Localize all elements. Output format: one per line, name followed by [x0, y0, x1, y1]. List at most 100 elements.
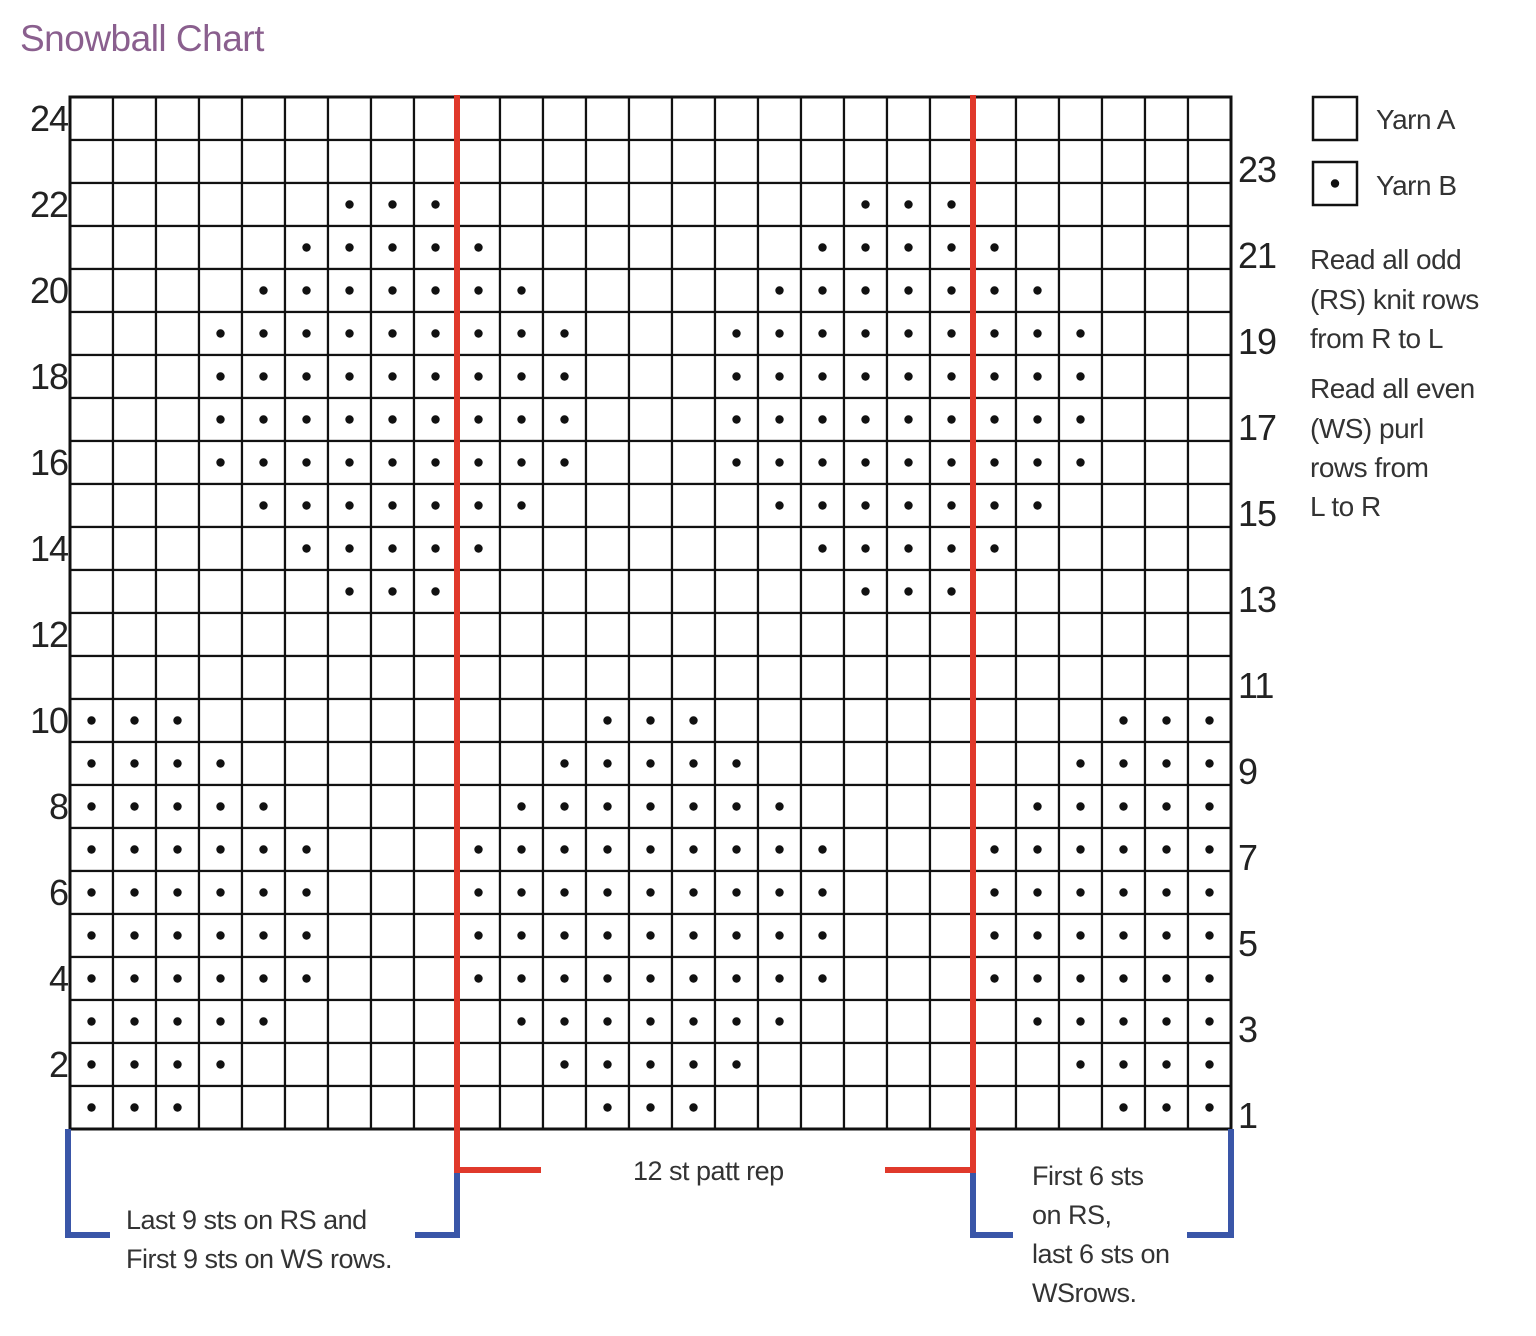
cell-yarn-a: [885, 826, 932, 873]
yarn-b-dot: [603, 845, 612, 854]
cell-yarn-a: [1057, 95, 1104, 142]
cell-yarn-a: [1100, 353, 1147, 400]
yarn-b-dot: [732, 1017, 741, 1026]
cell-yarn-a: [541, 482, 588, 529]
yarn-b-dot: [1162, 759, 1171, 768]
yarn-b-dot: [861, 243, 870, 252]
cell-yarn-a: [885, 138, 932, 185]
row-label-right: 17: [1238, 406, 1277, 448]
cell-yarn-a: [1057, 611, 1104, 658]
cell-yarn-a: [928, 998, 975, 1045]
yarn-b-dot: [1033, 802, 1042, 811]
yarn-b-dot: [216, 458, 225, 467]
row-label-left: 10: [29, 699, 69, 741]
row-label-right: 3: [1238, 1008, 1258, 1050]
cell-yarn-a: [412, 955, 459, 1002]
yarn-b-dot: [818, 845, 827, 854]
cell-yarn-a: [1186, 138, 1233, 185]
yarn-b-dot: [732, 458, 741, 467]
yarn-b-dot: [87, 1060, 96, 1069]
legend-yarn-a-label: Yarn A: [1376, 104, 1455, 135]
yarn-b-dot: [646, 1017, 655, 1026]
cell-yarn-a: [154, 310, 201, 357]
cell-yarn-a: [756, 181, 803, 228]
cell-yarn-a: [584, 525, 631, 572]
yarn-b-dot: [474, 415, 483, 424]
right-edge-note-line: last 6 sts on: [1032, 1239, 1170, 1269]
cell-yarn-a: [928, 697, 975, 744]
cell-yarn-a: [154, 224, 201, 271]
cell-yarn-a: [670, 95, 717, 142]
cell-yarn-a: [971, 1084, 1018, 1131]
cell-yarn-a: [1143, 267, 1190, 314]
cell-yarn-a: [455, 654, 502, 701]
yarn-b-dot: [947, 544, 956, 553]
yarn-b-dot: [818, 243, 827, 252]
yarn-b-dot: [646, 1103, 655, 1112]
cell-yarn-a: [154, 611, 201, 658]
cell-yarn-a: [885, 654, 932, 701]
cell-yarn-a: [971, 568, 1018, 615]
yarn-b-dot: [861, 200, 870, 209]
yarn-b-dot: [388, 286, 397, 295]
yarn-b-dot: [818, 286, 827, 295]
cell-yarn-a: [928, 95, 975, 142]
cell-yarn-a: [498, 224, 545, 271]
yarn-b-dot: [603, 1103, 612, 1112]
cell-yarn-a: [326, 697, 373, 744]
cell-yarn-a: [842, 611, 889, 658]
yarn-b-dot: [1162, 974, 1171, 983]
yarn-b-dot: [130, 931, 139, 940]
cell-yarn-a: [455, 998, 502, 1045]
yarn-b-dot: [947, 458, 956, 467]
yarn-b-dot: [775, 501, 784, 510]
cell-yarn-a: [1100, 568, 1147, 615]
left-edge-note-line: Last 9 sts on RS and: [126, 1205, 367, 1235]
grid-border: [68, 95, 1233, 1131]
cell-yarn-b: [1186, 826, 1233, 873]
cell-yarn-a: [885, 1084, 932, 1131]
yarn-b-dot: [431, 286, 440, 295]
cell-yarn-a: [1186, 568, 1233, 615]
yarn-b-dot: [216, 931, 225, 940]
cell-yarn-a: [498, 1084, 545, 1131]
cell-yarn-a: [283, 138, 330, 185]
instruction-odd-line: from R to L: [1310, 323, 1443, 354]
cell-yarn-a: [928, 783, 975, 830]
cell-yarn-a: [670, 654, 717, 701]
cell-yarn-a: [799, 611, 846, 658]
yarn-b-dot: [818, 974, 827, 983]
yarn-b-dot: [216, 759, 225, 768]
yarn-b-dot: [1205, 931, 1214, 940]
cell-yarn-a: [756, 568, 803, 615]
yarn-b-dot: [689, 974, 698, 983]
cell-yarn-a: [885, 783, 932, 830]
yarn-b-dot: [345, 415, 354, 424]
yarn-b-dot: [560, 802, 569, 811]
yarn-b-dot: [904, 587, 913, 596]
cell-yarn-a: [1143, 482, 1190, 529]
yarn-b-dot: [1119, 974, 1128, 983]
cell-yarn-a: [111, 310, 158, 357]
yarn-b-dot: [1076, 931, 1085, 940]
cell-yarn-a: [283, 181, 330, 228]
yarn-b-dot: [388, 501, 397, 510]
yarn-b-dot: [216, 415, 225, 424]
cell-yarn-a: [713, 1084, 760, 1131]
yarn-b-dot: [775, 329, 784, 338]
yarn-b-dot: [904, 329, 913, 338]
cell-yarn-a: [1100, 654, 1147, 701]
yarn-b-dot: [689, 888, 698, 897]
cell-yarn-a: [713, 181, 760, 228]
cell-yarn-a: [369, 912, 416, 959]
cell-yarn-a: [1186, 267, 1233, 314]
yarn-b-dot: [732, 415, 741, 424]
cell-yarn-a: [928, 1084, 975, 1131]
cell-yarn-a: [799, 998, 846, 1045]
cell-yarn-a: [541, 181, 588, 228]
cell-yarn-a: [670, 482, 717, 529]
cell-yarn-a: [283, 697, 330, 744]
cell-yarn-a: [197, 697, 244, 744]
cell-yarn-a: [885, 869, 932, 916]
